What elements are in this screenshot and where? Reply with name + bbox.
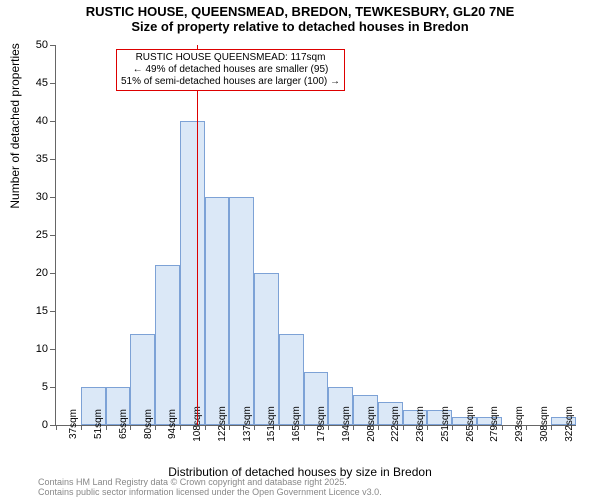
- y-axis-title: Number of detached properties: [8, 43, 22, 208]
- y-tick: [50, 45, 55, 46]
- x-tick-label: 122sqm: [217, 406, 228, 442]
- x-tick-label: 194sqm: [341, 406, 352, 442]
- histogram-bar: [205, 197, 230, 425]
- chart-container: RUSTIC HOUSE, QUEENSMEAD, BREDON, TEWKES…: [0, 0, 600, 500]
- x-tick: [155, 425, 156, 430]
- y-tick: [50, 159, 55, 160]
- x-tick: [328, 425, 329, 430]
- y-tick: [50, 387, 55, 388]
- y-tick-label: 25: [28, 229, 48, 241]
- y-tick: [50, 83, 55, 84]
- x-tick: [353, 425, 354, 430]
- y-tick-label: 35: [28, 153, 48, 165]
- x-tick-label: 251sqm: [440, 406, 451, 442]
- x-tick: [81, 425, 82, 430]
- x-tick-label: 208sqm: [366, 406, 377, 442]
- chart-plot-area: RUSTIC HOUSE QUEENSMEAD: 117sqm ← 49% of…: [55, 45, 576, 426]
- x-tick: [56, 425, 57, 430]
- y-tick: [50, 197, 55, 198]
- x-tick-label: 179sqm: [316, 406, 327, 442]
- y-tick: [50, 425, 55, 426]
- x-tick-label: 222sqm: [390, 406, 401, 442]
- title-main: RUSTIC HOUSE, QUEENSMEAD, BREDON, TEWKES…: [0, 4, 600, 19]
- x-tick: [205, 425, 206, 430]
- y-tick-label: 30: [28, 191, 48, 203]
- x-tick: [106, 425, 107, 430]
- x-tick: [526, 425, 527, 430]
- x-tick: [279, 425, 280, 430]
- x-tick-label: 137sqm: [242, 406, 253, 442]
- x-tick-label: 293sqm: [514, 406, 525, 442]
- y-tick-label: 15: [28, 305, 48, 317]
- reference-line: [197, 45, 198, 425]
- y-tick-label: 10: [28, 343, 48, 355]
- x-tick-label: 236sqm: [415, 406, 426, 442]
- x-tick: [452, 425, 453, 430]
- title-block: RUSTIC HOUSE, QUEENSMEAD, BREDON, TEWKES…: [0, 0, 600, 34]
- x-tick-label: 80sqm: [143, 409, 154, 439]
- annotation-title: RUSTIC HOUSE QUEENSMEAD: 117sqm: [121, 52, 340, 64]
- x-tick: [229, 425, 230, 430]
- x-tick-label: 151sqm: [266, 406, 277, 442]
- x-tick-label: 308sqm: [539, 406, 550, 442]
- y-tick: [50, 273, 55, 274]
- title-sub: Size of property relative to detached ho…: [0, 19, 600, 34]
- x-tick: [477, 425, 478, 430]
- y-tick: [50, 349, 55, 350]
- histogram-bar: [155, 265, 180, 425]
- x-tick-label: 65sqm: [118, 409, 129, 439]
- histogram-bar: [180, 121, 205, 425]
- x-tick: [502, 425, 503, 430]
- x-tick: [254, 425, 255, 430]
- annotation-box: RUSTIC HOUSE QUEENSMEAD: 117sqm ← 49% of…: [116, 49, 345, 91]
- attribution-line2: Contains public sector information licen…: [38, 488, 382, 498]
- annotation-line2: 51% of semi-detached houses are larger (…: [121, 76, 340, 88]
- x-tick-label: 265sqm: [465, 406, 476, 442]
- y-tick-label: 45: [28, 77, 48, 89]
- x-tick-label: 51sqm: [93, 409, 104, 439]
- y-tick-label: 0: [28, 419, 48, 431]
- annotation-line1: ← 49% of detached houses are smaller (95…: [121, 64, 340, 76]
- y-tick-label: 5: [28, 381, 48, 393]
- x-tick: [304, 425, 305, 430]
- y-tick: [50, 121, 55, 122]
- y-tick-label: 40: [28, 115, 48, 127]
- y-tick-label: 50: [28, 39, 48, 51]
- histogram-bar: [229, 197, 254, 425]
- x-tick: [378, 425, 379, 430]
- x-tick-label: 165sqm: [291, 406, 302, 442]
- x-tick: [551, 425, 552, 430]
- x-tick: [180, 425, 181, 430]
- x-tick: [403, 425, 404, 430]
- x-tick-label: 37sqm: [68, 409, 79, 439]
- x-tick-label: 279sqm: [489, 406, 500, 442]
- attribution-block: Contains HM Land Registry data © Crown c…: [38, 478, 382, 498]
- y-tick: [50, 311, 55, 312]
- histogram-bar: [254, 273, 279, 425]
- x-tick-label: 94sqm: [167, 409, 178, 439]
- x-tick: [427, 425, 428, 430]
- y-tick-label: 20: [28, 267, 48, 279]
- x-tick: [130, 425, 131, 430]
- x-tick-label: 322sqm: [564, 406, 575, 442]
- y-tick: [50, 235, 55, 236]
